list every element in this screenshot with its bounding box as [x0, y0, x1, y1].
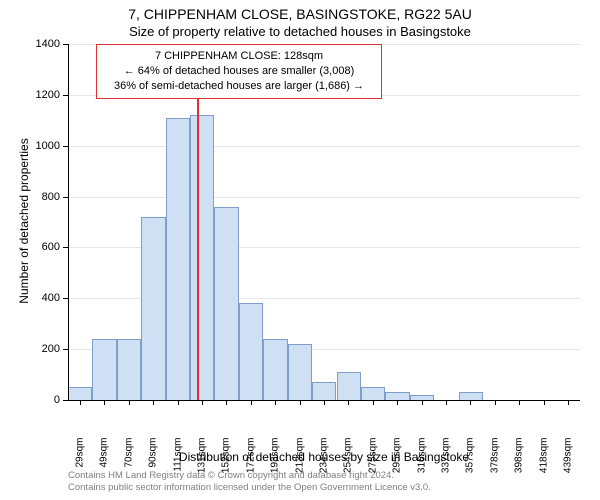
xtick-mark — [300, 400, 301, 405]
xtick-label: 29sqm — [74, 438, 85, 488]
histogram-bar — [288, 344, 312, 400]
xtick-label: 337sqm — [441, 438, 452, 488]
xtick-mark — [104, 400, 105, 405]
ytick-label: 1200 — [28, 89, 60, 101]
xtick-mark — [470, 400, 471, 405]
histogram-bar — [68, 387, 92, 400]
xtick-mark — [226, 400, 227, 405]
y-axis-line — [68, 44, 69, 400]
histogram-bar — [459, 392, 483, 400]
annotation-line: ← 64% of detached houses are smaller (3,… — [103, 64, 375, 79]
xtick-mark — [446, 400, 447, 405]
xtick-mark — [348, 400, 349, 405]
xtick-mark — [495, 400, 496, 405]
xtick-label: 213sqm — [294, 438, 305, 488]
xtick-mark — [251, 400, 252, 405]
histogram-bar — [141, 217, 165, 400]
page-title: 7, CHIPPENHAM CLOSE, BASINGSTOKE, RG22 5… — [0, 6, 600, 22]
xtick-label: 275sqm — [367, 438, 378, 488]
annotation-line: 7 CHIPPENHAM CLOSE: 128sqm — [103, 49, 375, 64]
gridline — [68, 146, 580, 147]
histogram-bar — [214, 207, 238, 400]
chart-annotation-box: 7 CHIPPENHAM CLOSE: 128sqm ← 64% of deta… — [96, 44, 382, 99]
xtick-label: 439sqm — [563, 438, 574, 488]
xtick-label: 398sqm — [514, 438, 525, 488]
ytick-label: 800 — [28, 191, 60, 203]
xtick-label: 131sqm — [196, 438, 207, 488]
histogram-bar — [117, 339, 141, 400]
xtick-label: 378sqm — [489, 438, 500, 488]
histogram-bar — [166, 118, 190, 400]
xtick-mark — [275, 400, 276, 405]
xtick-label: 49sqm — [99, 438, 110, 488]
xtick-label: 70sqm — [123, 438, 134, 488]
xtick-mark — [519, 400, 520, 405]
xtick-mark — [80, 400, 81, 405]
xtick-mark — [373, 400, 374, 405]
xtick-mark — [568, 400, 569, 405]
xtick-mark — [324, 400, 325, 405]
histogram-bar — [190, 115, 214, 400]
xtick-mark — [422, 400, 423, 405]
xtick-mark — [129, 400, 130, 405]
xtick-mark — [544, 400, 545, 405]
xtick-label: 172sqm — [245, 438, 256, 488]
histogram-bar — [263, 339, 287, 400]
xtick-mark — [153, 400, 154, 405]
histogram-bar — [239, 303, 263, 400]
xtick-label: 316sqm — [416, 438, 427, 488]
xtick-label: 90sqm — [148, 438, 159, 488]
xtick-mark — [397, 400, 398, 405]
histogram-bar — [337, 372, 361, 400]
ytick-label: 200 — [28, 343, 60, 355]
xtick-mark — [178, 400, 179, 405]
ytick-label: 1400 — [28, 38, 60, 50]
histogram-bar — [361, 387, 385, 400]
xtick-label: 357sqm — [465, 438, 476, 488]
xtick-label: 254sqm — [343, 438, 354, 488]
ytick-label: 1000 — [28, 140, 60, 152]
ytick-label: 0 — [28, 394, 60, 406]
xtick-label: 193sqm — [270, 438, 281, 488]
annotation-line: 36% of semi-detached houses are larger (… — [103, 79, 375, 94]
xtick-label: 418sqm — [538, 438, 549, 488]
xtick-label: 295sqm — [392, 438, 403, 488]
xtick-label: 234sqm — [319, 438, 330, 488]
xtick-mark — [202, 400, 203, 405]
xtick-label: 111sqm — [172, 438, 183, 488]
histogram-bar — [92, 339, 116, 400]
histogram-bar — [312, 382, 336, 400]
ytick-label: 600 — [28, 241, 60, 253]
page-subtitle: Size of property relative to detached ho… — [0, 24, 600, 39]
histogram-bar — [385, 392, 409, 400]
gridline — [68, 197, 580, 198]
xtick-label: 152sqm — [221, 438, 232, 488]
ytick-label: 400 — [28, 292, 60, 304]
